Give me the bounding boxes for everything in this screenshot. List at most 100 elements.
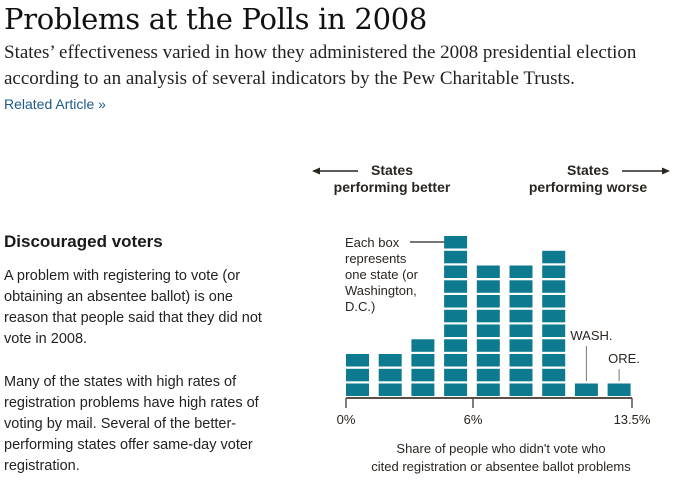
- box-legend-annotation: Each box represents one state (or Washin…: [345, 235, 452, 314]
- bin-column: [411, 339, 435, 396]
- state-box: [542, 250, 566, 264]
- right-arrow-icon: [662, 167, 670, 175]
- state-box: [378, 354, 402, 367]
- paragraph-line: Many of the states with high rates of: [4, 374, 237, 390]
- state-box: [607, 383, 631, 396]
- state-box: [346, 368, 369, 382]
- state-box: [509, 339, 533, 352]
- state-box: [542, 339, 566, 352]
- direction-left-line1: States: [371, 162, 413, 178]
- state-box: [411, 354, 435, 367]
- paragraph-line: voting by mail. Several of the better-: [4, 416, 237, 432]
- related-article-link[interactable]: Related Article »: [4, 96, 106, 112]
- paragraph-line: registration problems have high rates of: [4, 395, 259, 411]
- page-subtitle: States’ effectiveness varied in how they…: [4, 40, 676, 92]
- bin-column: [607, 383, 631, 396]
- legend-line: Each box: [345, 235, 400, 250]
- x-tick-label: 13.5%: [614, 412, 651, 427]
- state-box: [509, 280, 533, 293]
- state-box: [476, 280, 500, 293]
- state-box: [476, 339, 500, 352]
- state-box: [444, 368, 468, 382]
- state-box: [378, 383, 402, 396]
- paragraph-line: reason that people said that they did no…: [4, 310, 262, 326]
- state-box: [509, 368, 533, 382]
- state-box: [509, 265, 533, 278]
- state-box: [411, 339, 435, 352]
- x-axis: 0% 6% 13.5%: [337, 397, 651, 427]
- x-tick-label: 0%: [337, 412, 356, 427]
- state-box: [509, 295, 533, 308]
- state-box: [444, 339, 468, 352]
- subtitle-line: according to an analysis of several indi…: [4, 68, 575, 89]
- state-box: [444, 265, 468, 278]
- state-box: [476, 354, 500, 367]
- state-box: [509, 324, 533, 337]
- state-box: [444, 250, 468, 264]
- section-heading: Discouraged voters: [4, 232, 163, 251]
- legend-line: one state (or: [345, 267, 419, 282]
- state-box: [574, 383, 598, 396]
- bin-annotation-label: ORE.: [608, 351, 640, 366]
- state-box: [542, 295, 566, 308]
- paragraph-line: obtaining an absentee ballot) is one: [4, 289, 233, 305]
- subtitle-line: States’ effectiveness varied in how they…: [4, 42, 637, 63]
- direction-right-line1: States: [567, 162, 609, 178]
- state-box: [411, 383, 435, 396]
- state-box: [542, 368, 566, 382]
- state-box: [542, 309, 566, 323]
- sidebar-paragraph-1: A problem with registering to vote (or o…: [4, 266, 304, 350]
- state-box: [444, 295, 468, 308]
- x-tick-label: 6%: [464, 412, 483, 427]
- direction-label-worse: States performing worse: [529, 162, 670, 195]
- state-box: [444, 324, 468, 337]
- state-box: [509, 383, 533, 396]
- state-box: [476, 324, 500, 337]
- state-box: [444, 309, 468, 323]
- direction-label-better: States performing better: [312, 162, 451, 195]
- state-box: [411, 368, 435, 382]
- bin-annotation-label: WASH.: [570, 328, 612, 343]
- state-box: [476, 265, 500, 278]
- x-axis-label-line1: Share of people who didn't vote who: [396, 441, 605, 456]
- state-box: [346, 383, 369, 396]
- bin-column: [476, 265, 500, 396]
- bin-column: [378, 354, 402, 396]
- bins-group: [346, 236, 631, 396]
- state-box: [476, 383, 500, 396]
- direction-left-line2: performing better: [334, 179, 451, 195]
- paragraph-line: vote in 2008.: [4, 331, 88, 347]
- bin-annotations-group: WASH. ORE.: [570, 328, 640, 381]
- state-box: [444, 354, 468, 367]
- paragraph-line: registration.: [4, 458, 80, 474]
- state-box: [378, 368, 402, 382]
- sidebar-paragraph-2: Many of the states with high rates of re…: [4, 372, 304, 477]
- bin-column: [346, 354, 369, 396]
- bin-column: [509, 265, 533, 396]
- state-box: [542, 383, 566, 396]
- legend-line: represents: [345, 251, 407, 266]
- paragraph-line: A problem with registering to vote (or: [4, 268, 241, 284]
- state-box: [542, 354, 566, 367]
- legend-line: D.C.): [345, 299, 375, 314]
- bin-column: [542, 250, 566, 396]
- state-box: [542, 324, 566, 337]
- state-box: [444, 383, 468, 396]
- left-arrow-icon: [312, 167, 320, 175]
- state-box: [509, 309, 533, 323]
- bin-column: [574, 383, 598, 396]
- state-box: [476, 309, 500, 323]
- state-box: [476, 295, 500, 308]
- x-axis-label-line2: cited registration or absentee ballot pr…: [371, 459, 631, 474]
- state-box: [444, 280, 468, 293]
- state-box: [476, 368, 500, 382]
- direction-right-line2: performing worse: [529, 179, 647, 195]
- state-box: [509, 354, 533, 367]
- state-box: [542, 265, 566, 278]
- legend-line: Washington,: [345, 283, 417, 298]
- state-box: [444, 236, 468, 249]
- paragraph-line: performing states offer same-day voter: [4, 437, 253, 453]
- state-box: [542, 280, 566, 293]
- page-title: Problems at the Polls in 2008: [4, 2, 428, 36]
- bin-column: [444, 236, 468, 396]
